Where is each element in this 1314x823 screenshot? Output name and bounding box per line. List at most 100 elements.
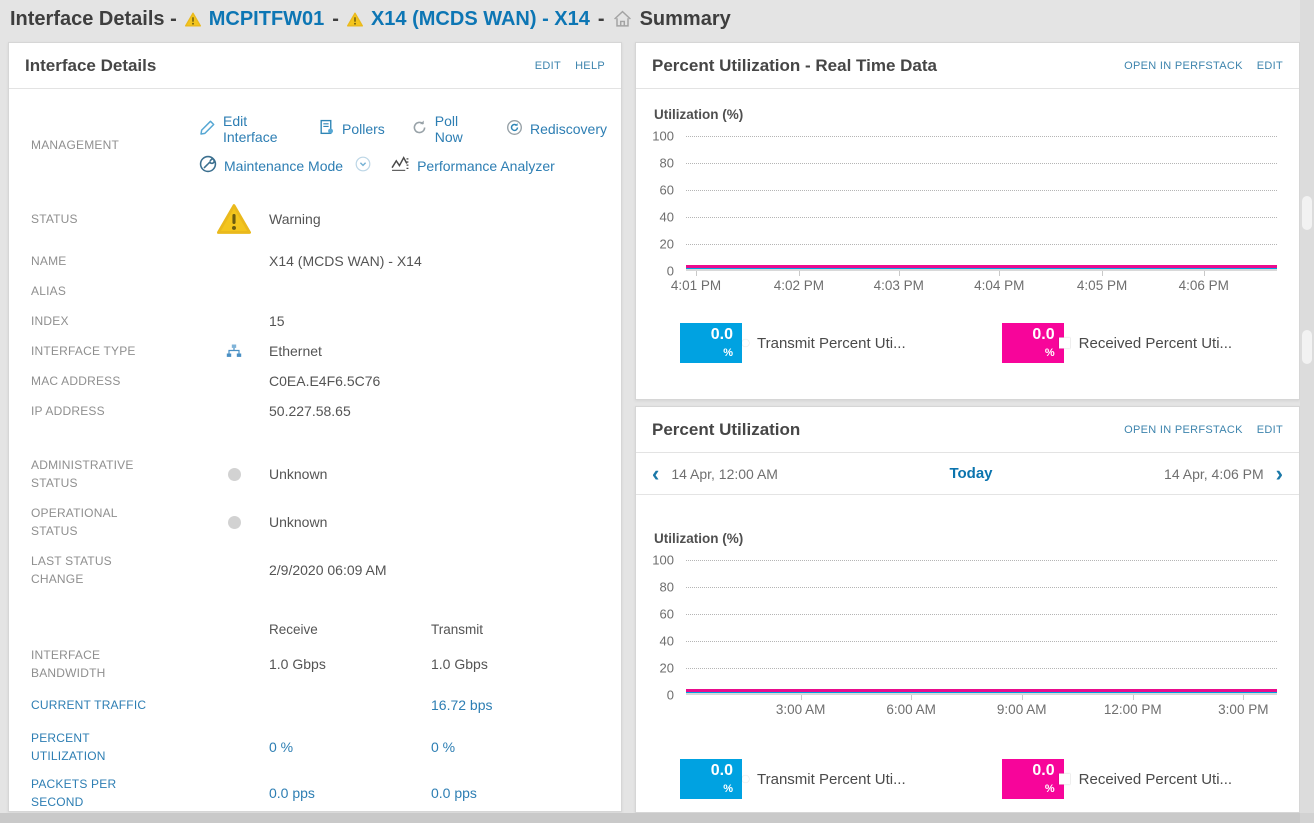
y-tick-label: 40 (659, 633, 674, 649)
transmit-value-badge: 0.0 % (680, 323, 749, 363)
interface-details-panel: Interface Details EDIT HELP MANAGEMENT E… (8, 42, 622, 812)
help-button[interactable]: HELP (575, 59, 605, 72)
x-tick-mark (798, 271, 800, 276)
x-tick-label: 9:00 AM (996, 702, 1047, 717)
y-tick-label: 60 (659, 606, 674, 622)
chevron-left-icon[interactable]: ‹ (652, 460, 660, 486)
warning-triangle-icon (184, 12, 201, 27)
legend-item-transmit[interactable]: 0.0 % Transmit Percent Uti... (680, 323, 906, 363)
percent-utilization-link[interactable]: PERCENT UTILIZATION (31, 731, 106, 763)
operational-status-label: OPERATIONAL STATUS (31, 506, 118, 538)
x-tick-mark (1021, 695, 1023, 700)
interface-type-value: Ethernet (269, 343, 322, 359)
gridline (686, 190, 1277, 191)
x-tick-label: 6:00 AM (886, 702, 936, 717)
y-axis: 100 80 60 40 20 0 (642, 553, 686, 703)
traffic-table-header: Receive Transmit (31, 616, 607, 642)
x-tick-label: 4:06 PM (1178, 278, 1229, 293)
name-label: NAME (31, 254, 67, 268)
performance-analyzer-button[interactable]: Performance Analyzer (391, 156, 555, 175)
administrative-status-label: ADMINISTRATIVE STATUS (31, 458, 134, 490)
packets-receive-value[interactable]: 0.0 pps (269, 785, 315, 801)
x-tick-mark (1203, 271, 1205, 276)
y-tick-label: 80 (659, 579, 674, 595)
legend-item-received[interactable]: 0.0 % Received Percent Uti... (1001, 759, 1232, 799)
x-axis-line (686, 269, 1277, 271)
gridline (686, 614, 1277, 615)
pencil-icon (199, 119, 216, 139)
breadcrumb-view-name: Summary (639, 7, 731, 30)
today-button[interactable]: Today (949, 465, 993, 482)
x-tick-label: 4:05 PM (1076, 278, 1128, 293)
ip-address-row: IP ADDRESS 50.227.58.65 (31, 396, 607, 426)
ip-address-label: IP ADDRESS (31, 404, 105, 418)
gridline (686, 244, 1277, 245)
vertical-scrollbar-thumb[interactable] (1302, 330, 1312, 364)
interface-details-body: MANAGEMENT Edit Interface Pollers (9, 113, 621, 811)
range-end-label: 14 Apr, 4:06 PM (1164, 465, 1264, 482)
legend-item-received[interactable]: 0.0 % Received Percent Uti... (1001, 323, 1232, 363)
y-tick-label: 40 (659, 209, 674, 225)
percent-utilization-panel: Percent Utilization OPEN IN PERFSTACK ED… (635, 406, 1300, 813)
panel-title: Percent Utilization (652, 419, 801, 439)
y-tick-label: 60 (659, 182, 674, 198)
history-utilization-chart: Utilization (%) 100 80 60 40 20 0 3:00 AM 6:00… (636, 531, 1299, 721)
chevron-right-icon[interactable]: › (1275, 460, 1283, 486)
gridline (686, 560, 1277, 561)
interface-bandwidth-label: INTERFACE BANDWIDTH (31, 648, 106, 680)
panel-title: Interface Details (25, 55, 157, 75)
legend-item-transmit[interactable]: 0.0 % Transmit Percent Uti... (680, 759, 906, 799)
x-tick-mark (911, 695, 913, 700)
maintenance-mode-dropdown[interactable] (355, 156, 371, 175)
mac-address-label: MAC ADDRESS (31, 374, 121, 388)
series-line-received (686, 689, 1277, 692)
operational-status-row: OPERATIONAL STATUS 2/9/2020 06:09 AM Unk… (31, 506, 328, 538)
edit-interface-button[interactable]: Edit Interface (199, 113, 292, 145)
open-in-perfstack-button[interactable]: OPEN IN PERFSTACK (1124, 423, 1243, 436)
horizontal-scrollbar[interactable] (0, 813, 1300, 823)
current-traffic-transmit-value[interactable]: 16.72 bps (431, 697, 493, 713)
y-tick-label: 100 (652, 128, 674, 144)
pollers-button[interactable]: Pollers (318, 119, 385, 139)
y-tick-label: 80 (659, 155, 674, 171)
packets-per-second-link[interactable]: PACKETS PER SECOND (31, 777, 117, 809)
x-tick-label: 4:02 PM (773, 278, 825, 293)
mac-address-row: MAC ADDRESS C0EA.E4F6.5C76 (31, 366, 607, 396)
vertical-scrollbar[interactable] (1300, 0, 1314, 813)
x-axis: 4:01 PM 4:02 PM 4:03 PM 4:04 PM 4:05 PM 4:06 … (671, 271, 1277, 297)
chart-y-axis-title: Utilization (%) (654, 107, 744, 122)
percent-utilization-transmit-value[interactable]: 0 % (431, 739, 456, 755)
realtime-panel-header: Percent Utilization - Real Time Data OPE… (636, 43, 1299, 89)
series-line-received (686, 265, 1277, 268)
open-in-perfstack-button[interactable]: OPEN IN PERFSTACK (1124, 59, 1243, 72)
breadcrumb-node-link[interactable]: MCPITFW01 (208, 7, 325, 30)
current-traffic-link[interactable]: CURRENT TRAFFIC (31, 698, 147, 712)
maintenance-mode-button[interactable]: Maintenance Mode (199, 155, 343, 176)
scrollbar-corner (1300, 813, 1314, 823)
vertical-scrollbar-thumb[interactable] (1302, 196, 1312, 230)
breadcrumb-interface-link[interactable]: X14 (MCDS WAN) - X14 (370, 7, 590, 30)
status-value: Warning (269, 211, 321, 227)
chart-y-axis-title: Utilization (%) (654, 531, 744, 546)
y-tick-label: 20 (659, 660, 674, 676)
mac-address-value: C0EA.E4F6.5C76 (269, 373, 381, 389)
rediscovery-button[interactable]: Rediscovery (506, 119, 607, 139)
packets-transmit-value[interactable]: 0.0 pps (431, 785, 477, 801)
x-tick-label: 12:00 PM (1103, 702, 1162, 717)
poll-now-button[interactable]: Poll Now (411, 113, 480, 145)
alias-label: ALIAS (31, 284, 67, 298)
edit-button[interactable]: EDIT (1256, 59, 1283, 72)
received-value-badge: 0.0 % (1001, 323, 1070, 363)
interface-type-row: INTERFACE TYPE Ethernet (31, 336, 607, 366)
edit-button[interactable]: EDIT (1256, 423, 1283, 436)
edit-button[interactable]: EDIT (534, 59, 562, 72)
home-icon (613, 10, 632, 28)
last-status-change-row: LAST STATUS CHANGE 2/9/2020 06:09 AM (31, 546, 607, 594)
x-tick-mark (1243, 695, 1245, 700)
percent-utilization-receive-value[interactable]: 0 % (269, 739, 294, 755)
index-value: 15 (269, 313, 285, 329)
x-tick-mark (696, 271, 698, 276)
realtime-utilization-chart: Utilization (%) 100 80 60 40 20 0 4:01 PM 4:02… (636, 107, 1299, 297)
administrative-status-row: ADMINISTRATIVE STATUS Unknown (31, 450, 607, 498)
administrative-status-value: Unknown (269, 466, 328, 482)
